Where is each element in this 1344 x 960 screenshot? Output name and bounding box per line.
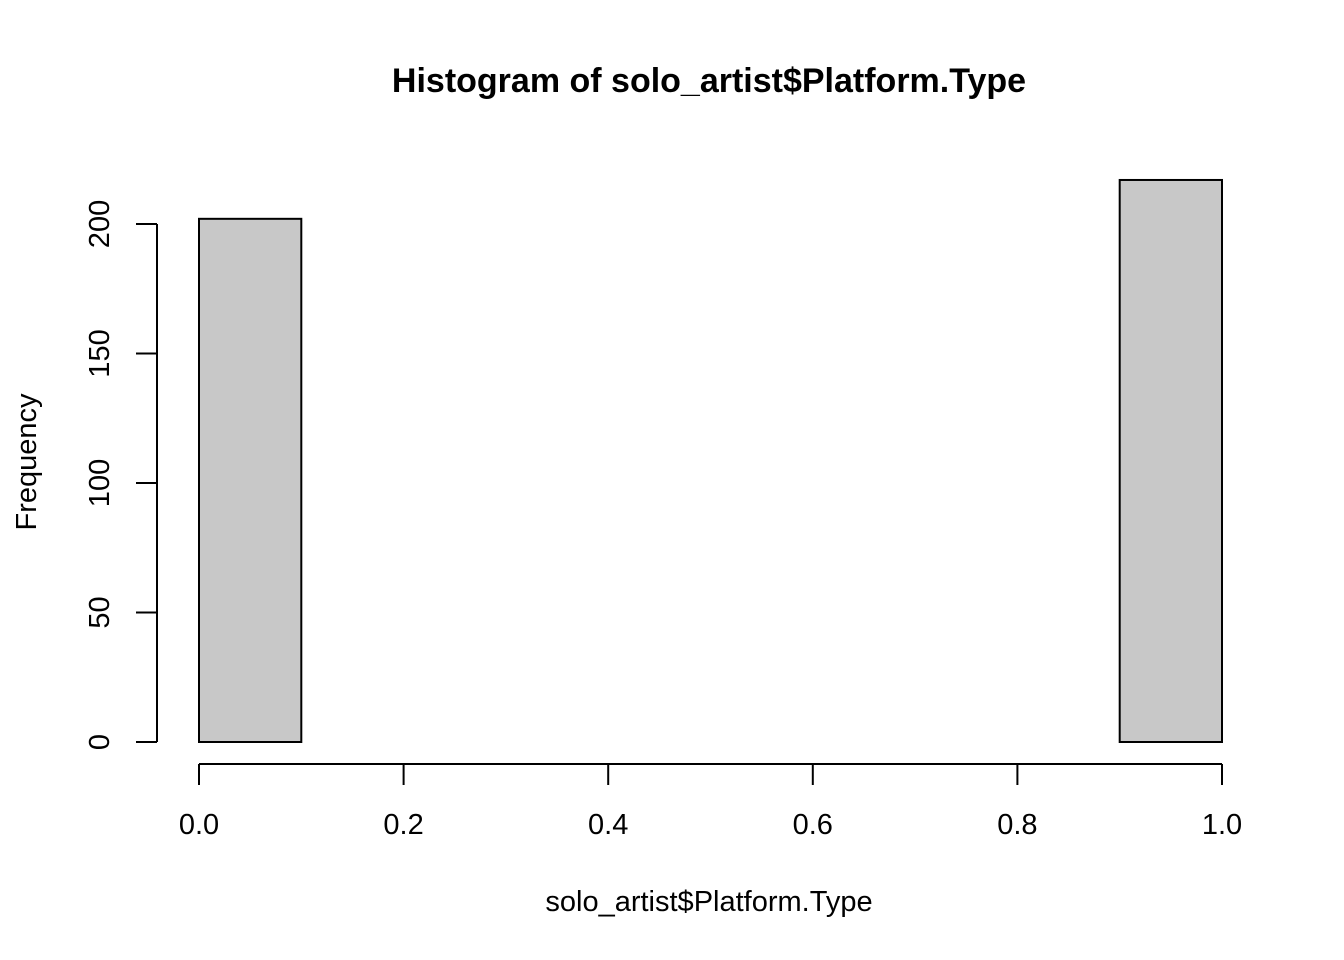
chart-title: Histogram of solo_artist$Platform.Type xyxy=(392,62,1026,100)
y-tick-label-4: 200 xyxy=(84,200,116,248)
histogram-bars xyxy=(198,178,1223,744)
x-tick-label-1: 0.2 xyxy=(383,809,423,841)
y-axis: 0 50 100 150 200 xyxy=(84,200,158,750)
x-tick-label-0: 0.0 xyxy=(179,809,219,841)
x-axis: 0.0 0.2 0.4 0.6 0.8 1.0 xyxy=(179,763,1242,841)
x-tick-label-2: 0.4 xyxy=(588,809,628,841)
y-tick-label-1: 50 xyxy=(84,596,116,628)
y-tick-label-0: 0 xyxy=(84,734,116,750)
x-tick-label-4: 0.8 xyxy=(997,809,1037,841)
y-axis-label: Frequency xyxy=(11,393,43,531)
y-tick-label-2: 100 xyxy=(84,459,116,507)
y-tick-label-3: 150 xyxy=(84,329,116,377)
histogram-bar-0 xyxy=(198,217,303,743)
x-tick-label-3: 0.6 xyxy=(793,809,833,841)
x-axis-label: solo_artist$Platform.Type xyxy=(545,886,872,918)
histogram-bar-9 xyxy=(1118,178,1223,744)
x-tick-label-5: 1.0 xyxy=(1202,809,1242,841)
